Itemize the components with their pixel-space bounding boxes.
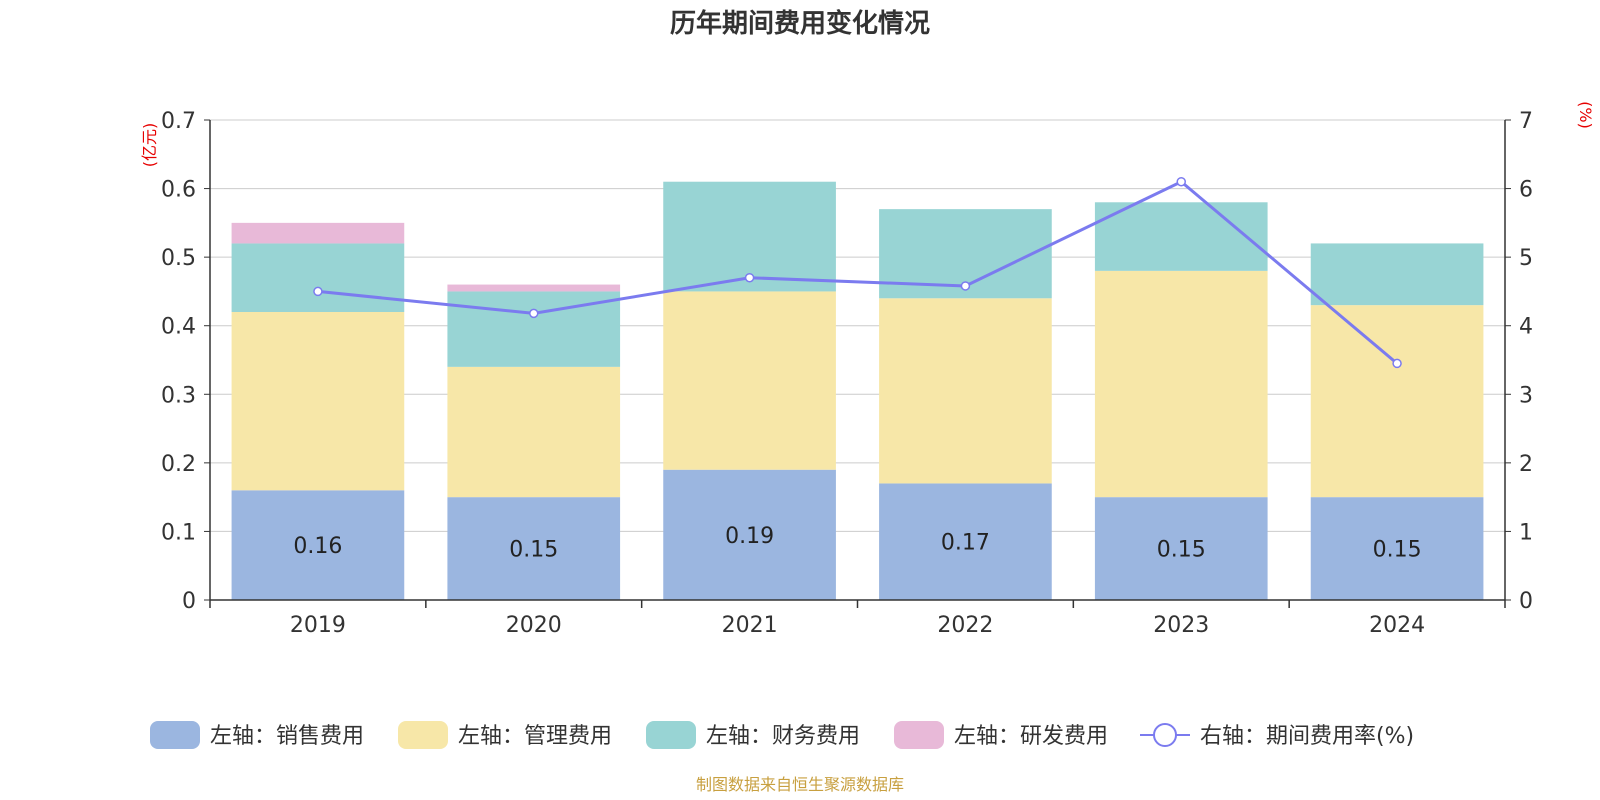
right-axis-unit: (%) (1576, 101, 1595, 129)
legend-swatch[interactable] (398, 721, 448, 749)
bar-segment-2 (1310, 305, 1484, 498)
legend-swatch[interactable] (646, 721, 696, 749)
bar-segment-1 (447, 497, 621, 600)
bar-segment-1 (663, 469, 836, 600)
bar-segment-2 (231, 312, 405, 491)
bar-segment-2 (879, 298, 1052, 484)
legend-marker[interactable] (1153, 723, 1177, 747)
x-axis-tick-label: 2023 (1153, 613, 1209, 638)
right-axis-tick-label: 3 (1519, 383, 1533, 408)
bar-segment-1 (1310, 497, 1484, 600)
bars: 0.16 0.15 0.19 0.17 0.15 0.15 (231, 181, 1484, 600)
bar-segment-3 (231, 243, 405, 312)
right-axis-tick-label: 2 (1519, 452, 1533, 477)
left-axis-tick-label: 0.5 (161, 246, 196, 271)
left-axis-tick-label: 0.6 (161, 178, 196, 203)
rate-point (313, 286, 323, 297)
bar-data-label: 0.15 (1373, 538, 1422, 563)
data-source-note: 制图数据来自恒生聚源数据库 (696, 775, 904, 794)
bar-data-label: 0.19 (725, 524, 774, 549)
right-axis-tick-label: 1 (1519, 520, 1533, 545)
bar-segment-2 (663, 291, 836, 470)
bar-segment-2 (1094, 270, 1268, 498)
rate-point (960, 281, 971, 291)
rate-point (1176, 176, 1186, 187)
legend-label[interactable]: 左轴：管理费用 (458, 724, 612, 749)
legend-label[interactable]: 左轴：销售费用 (210, 724, 364, 749)
bar-segment-4 (447, 284, 621, 292)
legend-swatch[interactable] (894, 721, 944, 749)
x-axis-tick-label: 2020 (506, 613, 562, 638)
rate-polyline (317, 179, 1399, 365)
left-axis-tick-label: 0.2 (161, 452, 196, 477)
gridlines (210, 119, 1505, 532)
left-axis-tick-label: 0.7 (161, 109, 196, 134)
legend-label[interactable]: 左轴：研发费用 (954, 724, 1108, 749)
tick-labels: 0 0.1 0.2 0.3 0.4 0.5 0.6 0.7 0 1 2 3 4 5 6 7 2019 2020 20… (161, 109, 1533, 638)
bar-data-label: 0.16 (293, 534, 342, 559)
left-axis-unit: (亿元) (140, 123, 159, 168)
bar-segment-3 (1310, 243, 1484, 306)
left-axis-tick-label: 0.3 (161, 383, 196, 408)
bar-segment-1 (1094, 497, 1268, 600)
left-axis-tick-label: 0 (182, 589, 196, 614)
bar-segment-4 (231, 222, 405, 244)
bar-data-label: 0.17 (941, 531, 990, 556)
legend[interactable]: 左轴：销售费用 左轴：管理费用 左轴：财务费用 左轴：研发费用 右轴：期间费用率(%) (150, 721, 1414, 749)
legend-label[interactable]: 左轴：财务费用 (706, 724, 860, 749)
bar-segment-3 (1094, 202, 1268, 271)
rate-line (313, 176, 1402, 369)
chart-title: 历年期间费用变化情况 (670, 8, 930, 39)
bar-data-label: 0.15 (509, 538, 558, 563)
bar-segment-1 (879, 483, 1052, 600)
right-axis-tick-label: 7 (1519, 109, 1533, 134)
x-axis-tick-label: 2021 (722, 613, 778, 638)
x-axis-tick-label: 2024 (1369, 613, 1425, 638)
bar-segment-2 (447, 366, 621, 498)
right-axis-tick-label: 5 (1519, 246, 1533, 271)
rate-point (529, 308, 539, 319)
right-axis-tick-label: 0 (1519, 589, 1533, 614)
left-axis-tick-label: 0.4 (161, 315, 196, 340)
legend-swatch[interactable] (150, 721, 200, 749)
x-axis-tick-label: 2019 (290, 613, 346, 638)
right-axis-tick-label: 6 (1519, 178, 1533, 203)
x-axis-tick-label: 2022 (937, 613, 993, 638)
bar-segment-1 (231, 490, 405, 600)
left-axis-tick-label: 0.1 (161, 520, 196, 545)
right-axis-tick-label: 4 (1519, 315, 1533, 340)
axes (204, 119, 1511, 608)
rate-point (1392, 358, 1402, 369)
legend-label[interactable]: 右轴：期间费用率(%) (1200, 724, 1414, 749)
bar-data-label: 0.15 (1157, 538, 1206, 563)
rate-point (744, 272, 755, 283)
